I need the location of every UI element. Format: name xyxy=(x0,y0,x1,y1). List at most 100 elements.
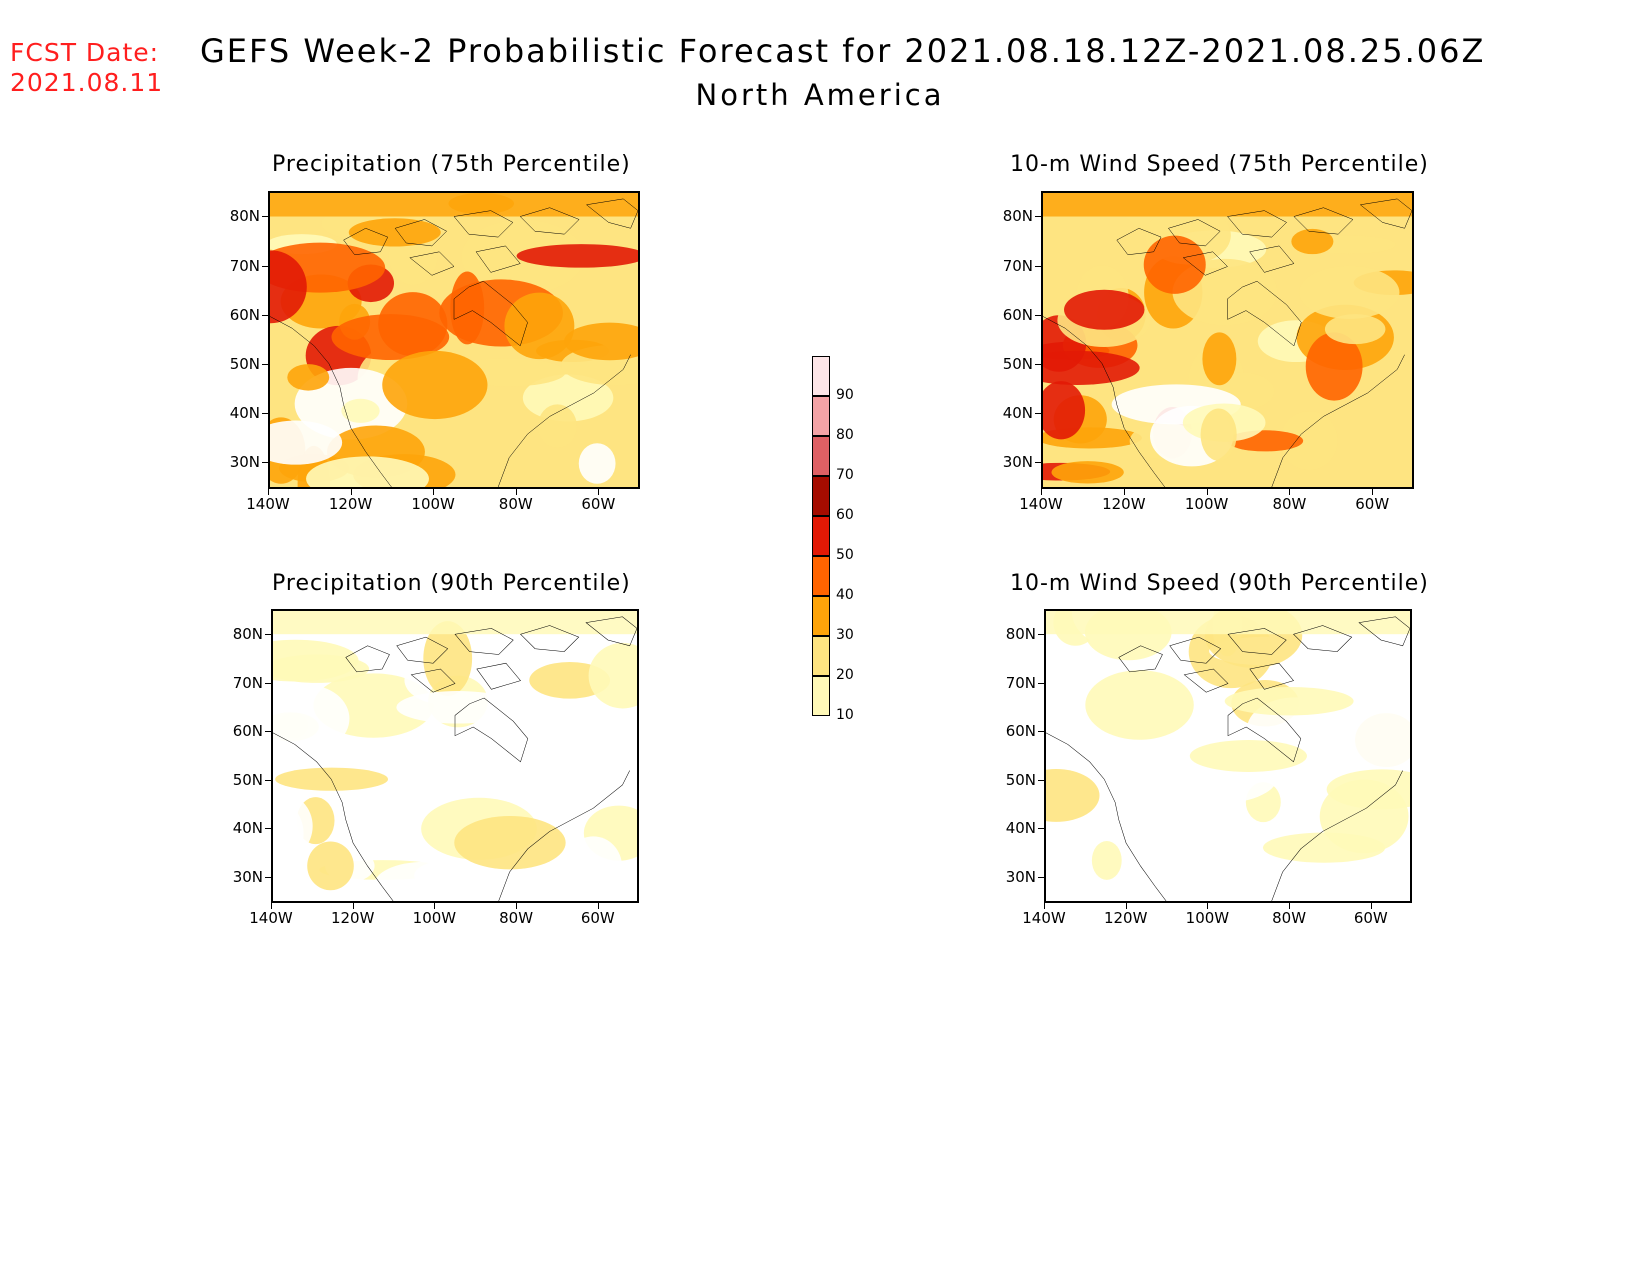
probability-contour xyxy=(1085,670,1194,740)
colorbar-swatch xyxy=(812,596,830,636)
longitude-tick xyxy=(597,903,599,909)
probability-contour xyxy=(1046,769,1100,822)
longitude-tick-label: 80W xyxy=(1272,909,1307,927)
longitude-tick xyxy=(268,489,269,495)
latitude-tick xyxy=(262,413,268,414)
longitude-tick-label: 140W xyxy=(1022,909,1066,927)
longitude-tick xyxy=(1207,903,1209,909)
colorbar-swatch xyxy=(812,396,830,436)
latitude-tick xyxy=(1038,633,1044,635)
longitude-tick-label: 100W xyxy=(411,495,455,513)
probability-contour xyxy=(1043,381,1086,440)
probability-contour xyxy=(1326,769,1410,810)
arctic-island-outline xyxy=(476,246,520,272)
map-frame xyxy=(1044,609,1412,903)
longitude-tick xyxy=(1125,903,1127,909)
map-frame xyxy=(1041,191,1414,489)
colorbar-swatch xyxy=(812,516,830,556)
probability-contour xyxy=(270,420,343,465)
latitude-tick-label: 40N xyxy=(1005,819,1036,838)
latitude-tick xyxy=(265,731,271,732)
probability-contour xyxy=(273,803,304,864)
latitude-tick-label: 70N xyxy=(1002,256,1033,275)
latitude-tick xyxy=(265,828,271,830)
coastline xyxy=(270,281,631,487)
arctic-island-outline xyxy=(411,669,455,692)
probability-contour xyxy=(1325,699,1410,770)
probability-contour xyxy=(1062,738,1146,765)
coastline xyxy=(273,698,630,901)
longitude-tick-label: 100W xyxy=(1184,495,1229,513)
latitude-tick-label: 80N xyxy=(1005,624,1036,643)
latitude-tick xyxy=(262,265,268,267)
colorbar-swatch xyxy=(812,676,830,716)
arctic-island-outline xyxy=(520,208,579,234)
probability-contour xyxy=(1046,611,1410,635)
probability-contour xyxy=(273,611,637,635)
longitude-tick xyxy=(1206,489,1208,495)
colorbar-swatch xyxy=(812,556,830,596)
longitude-tick-label: 80W xyxy=(1272,495,1307,513)
probability-contour xyxy=(1200,408,1237,461)
probability-contour xyxy=(373,861,474,901)
arctic-island-outline xyxy=(1117,228,1161,254)
latitude-tick xyxy=(262,462,268,464)
longitude-tick xyxy=(1044,903,1045,909)
probability-contour xyxy=(516,244,638,268)
probability-contour xyxy=(396,691,519,724)
longitude-tick-label: 120W xyxy=(1102,495,1146,513)
longitude-tick xyxy=(433,489,435,495)
latitude-tick-label: 60N xyxy=(232,722,263,740)
colorbar-swatch xyxy=(812,356,830,396)
probability-contour xyxy=(1189,740,1307,772)
latitude-tick-label: 50N xyxy=(1005,770,1036,789)
map-field xyxy=(1046,611,1410,901)
arctic-island-outline xyxy=(1228,628,1286,654)
latitude-tick-label: 70N xyxy=(1005,673,1036,692)
longitude-tick xyxy=(598,489,600,495)
longitude-tick xyxy=(1289,903,1291,909)
probability-contour xyxy=(1091,840,1122,880)
page-title: GEFS Week-2 Probabilistic Forecast for 2… xyxy=(200,32,1486,70)
colorbar-legend: 10 20 30 40 50 60 70 80 90 xyxy=(812,336,892,736)
latitude-tick-label: 40N xyxy=(229,404,260,422)
longitude-tick xyxy=(1289,489,1291,495)
colorbar-level-label: 80 xyxy=(836,427,854,443)
arctic-island-outline xyxy=(1294,626,1352,652)
colorbar-swatch xyxy=(812,476,830,516)
arctic-island-outline xyxy=(410,252,454,276)
colorbar-level-label: 50 xyxy=(836,547,854,563)
forecast-date-block: FCST Date: 2021.08.11 xyxy=(10,38,163,98)
colorbar-level-label: 40 xyxy=(836,587,854,603)
latitude-tick xyxy=(1035,413,1041,414)
probability-contour xyxy=(1299,265,1400,319)
probability-contour xyxy=(1324,314,1386,345)
latitude-tick xyxy=(265,876,271,878)
latitude-tick-label: 30N xyxy=(1005,867,1036,886)
map-field xyxy=(1043,193,1412,487)
arctic-island-outline xyxy=(1168,219,1220,245)
panel-title-precip75: Precipitation (75th Percentile) xyxy=(272,152,631,177)
probability-contour xyxy=(1291,228,1334,255)
arctic-island-outline xyxy=(1360,199,1412,228)
latitude-tick-label: 80N xyxy=(229,207,260,226)
page-subtitle: North America xyxy=(695,78,945,112)
arctic-island-outline xyxy=(586,617,637,646)
arctic-island-outline xyxy=(395,219,447,245)
latitude-tick-label: 50N xyxy=(229,354,260,373)
longitude-tick xyxy=(1123,489,1125,495)
arctic-island-outline xyxy=(1250,246,1294,272)
probability-contour xyxy=(331,314,450,360)
arctic-island-outline xyxy=(521,626,579,652)
latitude-tick-label: 60N xyxy=(1005,722,1036,740)
latitude-tick xyxy=(262,314,268,316)
arctic-island-outline xyxy=(1183,252,1227,276)
longitude-tick-label: 60W xyxy=(1355,495,1390,513)
longitude-tick-label: 100W xyxy=(1185,909,1230,927)
latitude-tick-label: 80N xyxy=(1002,207,1033,226)
longitude-tick-label: 120W xyxy=(330,909,375,927)
arctic-island-outline xyxy=(1228,211,1287,237)
probability-contour xyxy=(270,193,638,217)
latitude-tick-label: 40N xyxy=(232,819,263,838)
probability-contour xyxy=(341,398,380,423)
